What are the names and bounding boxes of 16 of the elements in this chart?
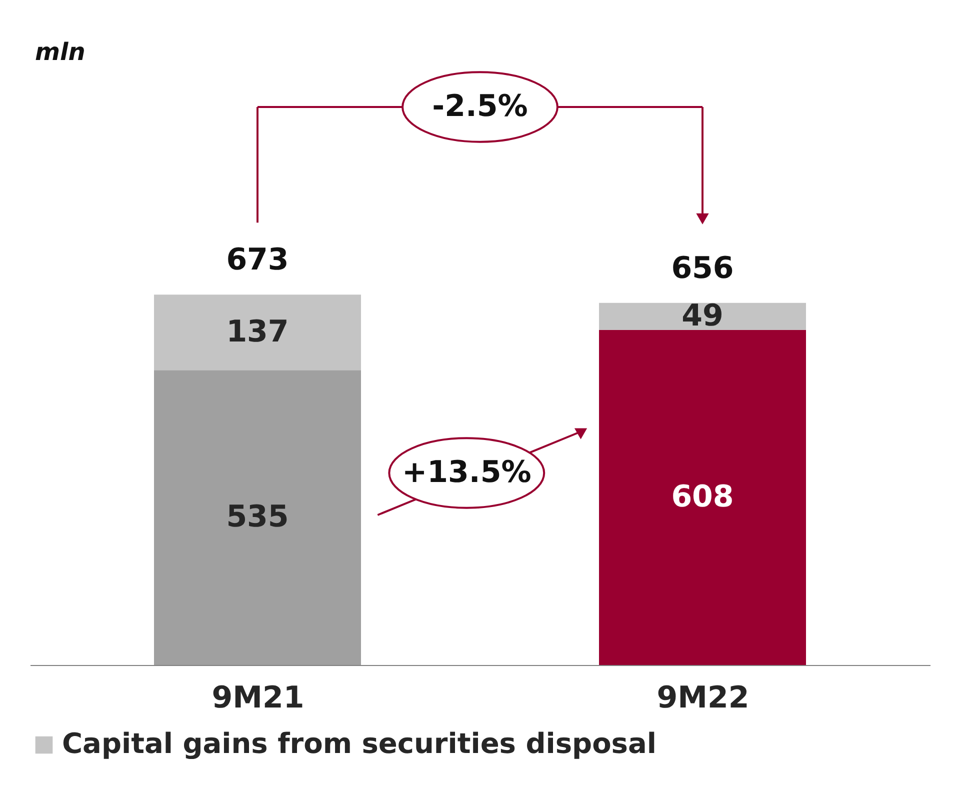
- data-label: 137: [226, 314, 289, 350]
- x-tick-label: 9M22: [656, 680, 750, 716]
- data-label: 49: [682, 298, 724, 334]
- bar: [599, 302, 806, 330]
- x-tick-label: 9M21: [212, 680, 304, 716]
- bar: [599, 330, 806, 665]
- text: -2.5%: [432, 89, 528, 124]
- legend-label: Capital gains from securities disposal: [62, 727, 656, 760]
- bar: [154, 370, 361, 665]
- bar: [154, 294, 361, 370]
- total-label: 673: [226, 242, 289, 278]
- total-label: 656: [671, 250, 734, 286]
- text: mln: [35, 38, 86, 66]
- data-label: 535: [226, 500, 289, 535]
- data-label: 608: [671, 479, 734, 514]
- annotation: +13.5%: [402, 455, 532, 490]
